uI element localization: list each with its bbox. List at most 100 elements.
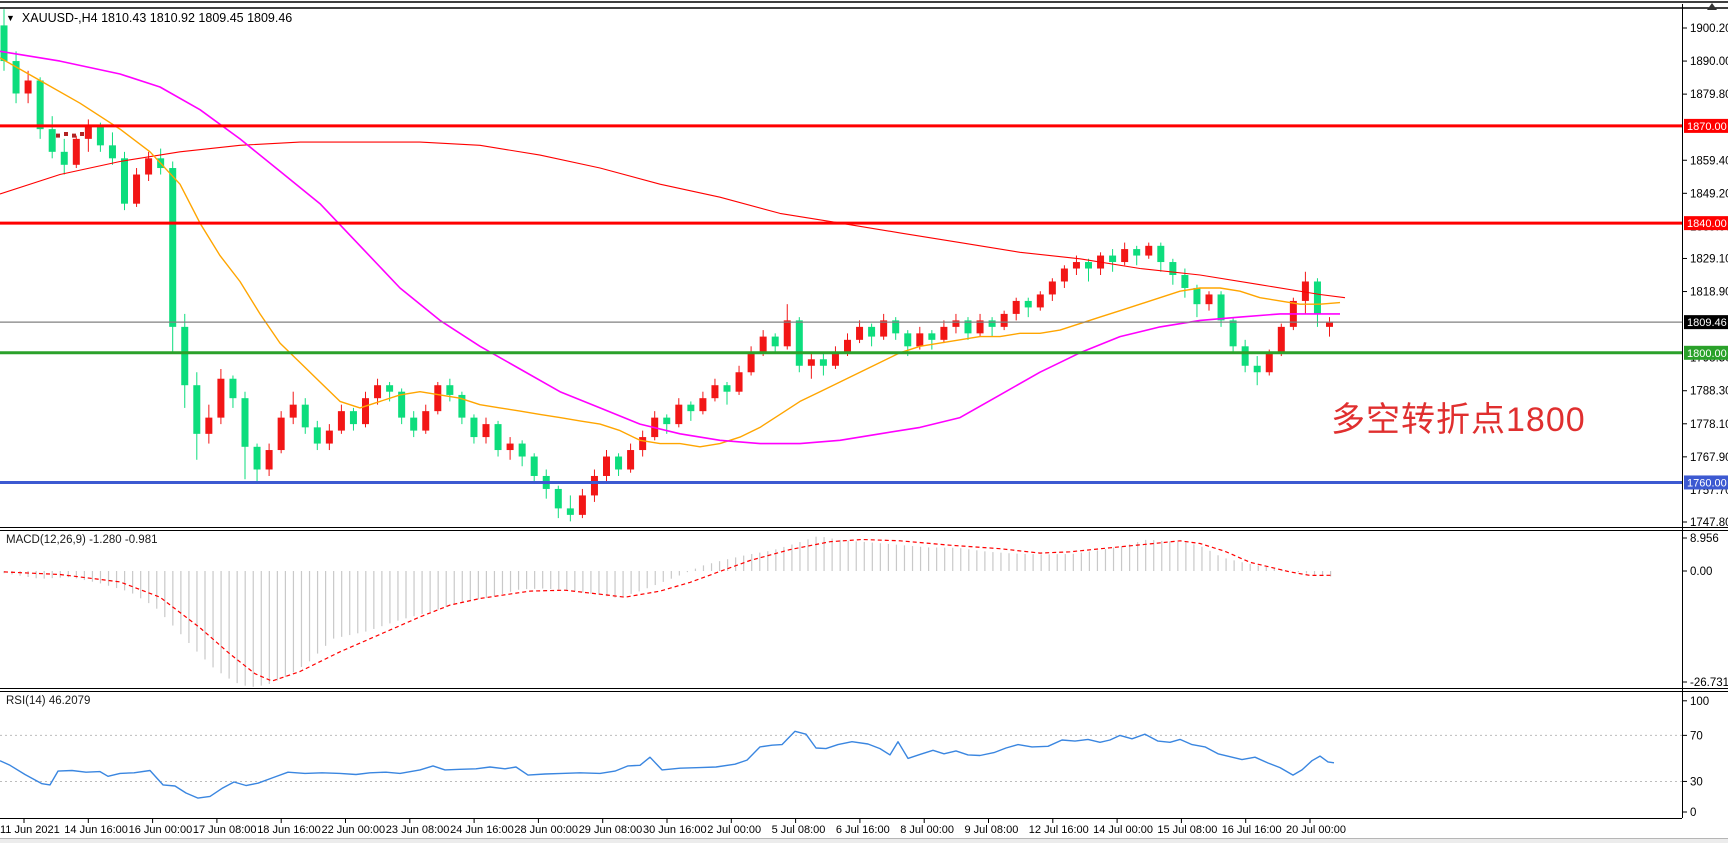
candle-down [1085, 262, 1092, 269]
macd-signal-line [3, 538, 1334, 682]
marker-dot [64, 131, 68, 136]
candle-up [482, 424, 490, 438]
price-tick-label: 1829.10 [1690, 253, 1728, 265]
price-level-badge-text: 1840.00 [1687, 218, 1727, 230]
candle-up [856, 326, 864, 340]
candle-down [229, 378, 237, 399]
time-axis-label: 30 Jun 16:00 [643, 824, 707, 836]
candle-down [928, 333, 936, 340]
candle-up [133, 174, 141, 204]
time-axis-label: 6 Jul 16:00 [836, 824, 890, 836]
candle-up [84, 125, 92, 139]
time-axis-label: 18 Jun 16:00 [257, 824, 321, 836]
candle-up [759, 336, 767, 353]
time-axis-label: 15 Jul 08:00 [1157, 824, 1217, 836]
symbol-dropdown-icon[interactable]: ▼ [6, 13, 15, 23]
symbol-ohlc-title: XAUUSD-,H4 1810.43 1810.92 1809.45 1809.… [21, 11, 293, 25]
candle-up [1277, 326, 1285, 353]
candle-down [518, 443, 526, 457]
candle-down [48, 129, 56, 152]
candle-up [265, 450, 273, 470]
macd-axis-label: 0.00 [1690, 566, 1712, 578]
candle-up [916, 333, 924, 347]
marker-dot [56, 133, 60, 138]
price-tick-label: 1890.00 [1690, 56, 1728, 68]
macd-indicator-label: MACD(12,26,9) -1.280 -0.981 [6, 534, 158, 546]
candle-down [301, 404, 309, 428]
price-tick-label: 1900.20 [1690, 23, 1728, 35]
candle-up [1048, 281, 1056, 295]
price-tick-label: 1767.90 [1690, 452, 1728, 464]
candle-up [1121, 249, 1129, 263]
candle-up [1145, 245, 1153, 256]
candle-down [60, 151, 68, 165]
bottom-strip [0, 839, 1728, 843]
candle-down [1241, 346, 1249, 366]
candle-up [880, 320, 888, 337]
candle-down [410, 417, 418, 431]
candle-up [578, 495, 586, 515]
candle-up [72, 138, 80, 165]
candle-down [253, 446, 261, 470]
price-level-badge [1684, 345, 1728, 360]
candle-up [675, 404, 683, 425]
candle-up [24, 80, 32, 94]
candle-up [831, 352, 839, 366]
candle-down [169, 168, 177, 327]
candle-down [446, 385, 454, 395]
candle-up [940, 326, 948, 340]
candle-down [181, 326, 189, 386]
price-tick-label: 1879.80 [1690, 89, 1728, 101]
scroll-position-icon[interactable] [1707, 3, 1717, 10]
time-axis-label: 17 Jun 08:00 [193, 824, 257, 836]
marker-dot [72, 133, 76, 138]
candle-down [530, 456, 538, 476]
candle-up [1060, 268, 1068, 282]
candle-up [145, 158, 153, 175]
candle-up [627, 450, 635, 470]
candle-down [494, 424, 502, 451]
price-tick-label: 1778.10 [1690, 419, 1728, 431]
candle-up [1000, 313, 1008, 327]
price-tick-label: 1859.40 [1690, 155, 1728, 167]
candle-down [988, 320, 996, 327]
candle-down [687, 404, 695, 412]
candle-down [1193, 287, 1201, 305]
candle-up [434, 385, 442, 412]
candle-down [566, 508, 574, 515]
candle-down [193, 385, 201, 434]
price-tick-label: 1788.30 [1690, 386, 1728, 398]
time-axis-label: 11 Jun 2021 [0, 824, 60, 836]
candle-down [470, 417, 478, 438]
price-level-badge-text: 1809.46 [1687, 317, 1727, 329]
candle-up [1036, 294, 1044, 308]
time-axis-label: 14 Jun 16:00 [64, 824, 128, 836]
candle-down [663, 417, 671, 425]
ma-magenta [0, 50, 1340, 445]
candle-down [904, 333, 912, 347]
candle-up [1012, 300, 1020, 314]
candle-down [36, 80, 44, 130]
candle-down [892, 320, 900, 334]
candle-down [349, 411, 357, 425]
candle-up [1301, 281, 1309, 301]
candle-down [819, 359, 827, 366]
time-axis[interactable] [0, 819, 1682, 838]
candle-up [639, 437, 647, 451]
candle-up [699, 398, 707, 412]
candle-down [96, 125, 104, 146]
candle-down [554, 488, 562, 509]
candle-up [590, 475, 598, 496]
time-axis-label: 8 Jul 00:00 [900, 824, 954, 836]
candle-down [108, 145, 116, 159]
candle-down [12, 61, 20, 94]
candle-down [0, 25, 8, 62]
price-axis[interactable] [1683, 4, 1728, 818]
candle-up [1326, 322, 1333, 327]
candle-down [241, 398, 249, 447]
candle-down [964, 320, 972, 334]
candle-down [868, 326, 876, 337]
candle-up [325, 430, 333, 444]
